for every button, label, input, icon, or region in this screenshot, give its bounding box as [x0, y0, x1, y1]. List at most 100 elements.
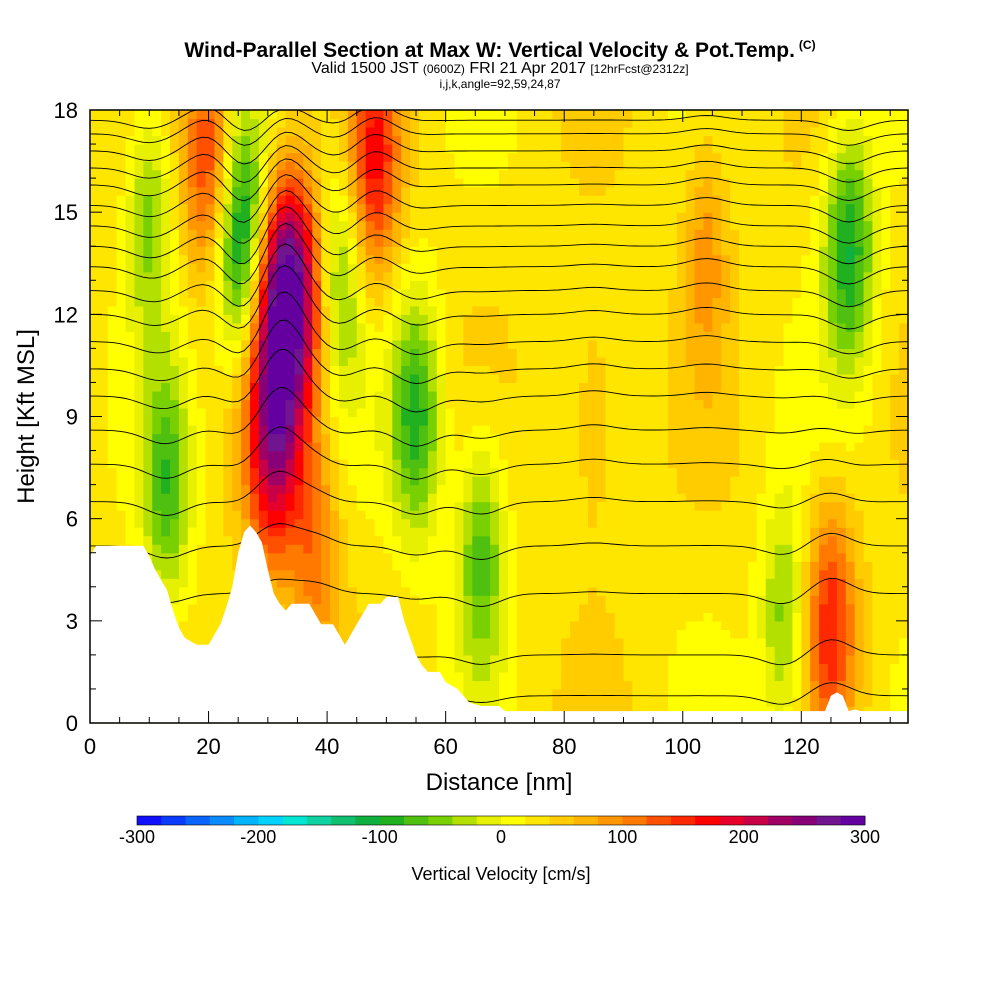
velocity-cell: [161, 135, 171, 145]
velocity-cell: [152, 305, 162, 315]
velocity-cell: [347, 501, 358, 511]
velocity-cell: [267, 280, 278, 290]
velocity-cell: [667, 110, 678, 120]
velocity-cell: [410, 152, 420, 162]
velocity-cell: [90, 195, 100, 205]
velocity-cell: [525, 246, 536, 256]
velocity-cell: [418, 603, 429, 613]
velocity-cell: [579, 671, 589, 682]
velocity-cell: [641, 195, 651, 205]
velocity-cell: [276, 322, 287, 332]
velocity-cell: [481, 271, 491, 281]
velocity-cell: [694, 356, 705, 367]
velocity-cell: [650, 169, 660, 179]
velocity-cell: [267, 254, 278, 264]
velocity-cell: [392, 288, 402, 298]
velocity-cell: [650, 305, 660, 315]
velocity-cell: [463, 527, 473, 537]
velocity-cell: [338, 263, 349, 273]
velocity-cell: [214, 382, 224, 392]
velocity-cell: [178, 339, 189, 349]
velocity-cell: [570, 365, 580, 375]
velocity-cell: [614, 476, 625, 486]
velocity-cell: [347, 407, 358, 418]
velocity-cell: [525, 433, 536, 443]
velocity-cell: [267, 229, 278, 239]
velocity-cell: [161, 467, 171, 477]
velocity-cell: [276, 237, 287, 247]
velocity-cell: [667, 544, 678, 554]
velocity-cell: [507, 518, 518, 528]
velocity-cell: [294, 586, 304, 596]
velocity-cell: [205, 459, 216, 469]
velocity-cell: [187, 629, 198, 639]
velocity-cell: [258, 467, 269, 477]
velocity-cell: [374, 195, 385, 205]
velocity-cell: [312, 220, 322, 230]
velocity-cell: [187, 399, 198, 409]
velocity-cell: [632, 348, 642, 358]
velocity-cell: [454, 127, 465, 137]
velocity-cell: [490, 110, 500, 120]
velocity-cell: [543, 271, 553, 281]
velocity-cell: [623, 578, 633, 588]
velocity-cell: [659, 586, 669, 596]
velocity-cell: [454, 671, 465, 682]
velocity-cell: [605, 348, 616, 358]
velocity-cell: [107, 195, 118, 205]
velocity-cell: [98, 339, 109, 349]
velocity-cell: [116, 493, 127, 503]
velocity-cell: [667, 629, 678, 639]
velocity-cell: [347, 620, 358, 630]
velocity-cell: [356, 144, 367, 154]
velocity-cell: [321, 339, 331, 349]
velocity-cell: [516, 586, 527, 596]
velocity-cell: [232, 416, 242, 426]
velocity-cell: [143, 510, 153, 520]
velocity-cell: [392, 246, 402, 256]
velocity-cell: [161, 152, 171, 162]
velocity-cell: [561, 186, 571, 196]
velocity-cell: [454, 305, 465, 315]
velocity-cell: [321, 314, 331, 324]
velocity-cell: [410, 569, 420, 579]
velocity-cell: [170, 220, 180, 230]
velocity-cell: [418, 331, 429, 341]
velocity-cell: [596, 586, 607, 596]
velocity-cell: [676, 110, 687, 120]
velocity-cell: [365, 314, 376, 324]
velocity-cell: [587, 620, 598, 630]
velocity-cell: [152, 373, 162, 384]
velocity-cell: [223, 365, 233, 375]
velocity-cell: [445, 425, 456, 435]
velocity-cell: [285, 322, 296, 332]
velocity-cell: [294, 356, 304, 367]
velocity-cell: [107, 459, 118, 469]
velocity-cell: [187, 484, 198, 494]
velocity-cell: [632, 178, 642, 188]
velocity-cell: [676, 680, 687, 690]
velocity-cell: [507, 331, 518, 341]
velocity-cell: [134, 501, 144, 511]
velocity-cell: [170, 186, 180, 196]
velocity-cell: [258, 246, 269, 256]
velocity-cell: [463, 484, 473, 494]
velocity-cell: [285, 339, 296, 349]
velocity-cell: [490, 186, 500, 196]
velocity-cell: [632, 654, 642, 664]
velocity-cell: [410, 127, 420, 137]
velocity-cell: [463, 331, 473, 341]
velocity-cell: [152, 246, 162, 256]
velocity-cell: [232, 118, 242, 128]
velocity-cell: [694, 450, 705, 460]
velocity-cell: [667, 637, 678, 647]
velocity-cell: [427, 169, 438, 179]
velocity-cell: [338, 467, 349, 477]
velocity-cell: [703, 671, 713, 682]
velocity-cell: [178, 152, 189, 162]
velocity-cell: [507, 595, 518, 605]
velocity-cell: [267, 390, 278, 401]
velocity-cell: [694, 348, 705, 358]
velocity-cell: [561, 654, 571, 664]
velocity-cell: [303, 425, 313, 435]
